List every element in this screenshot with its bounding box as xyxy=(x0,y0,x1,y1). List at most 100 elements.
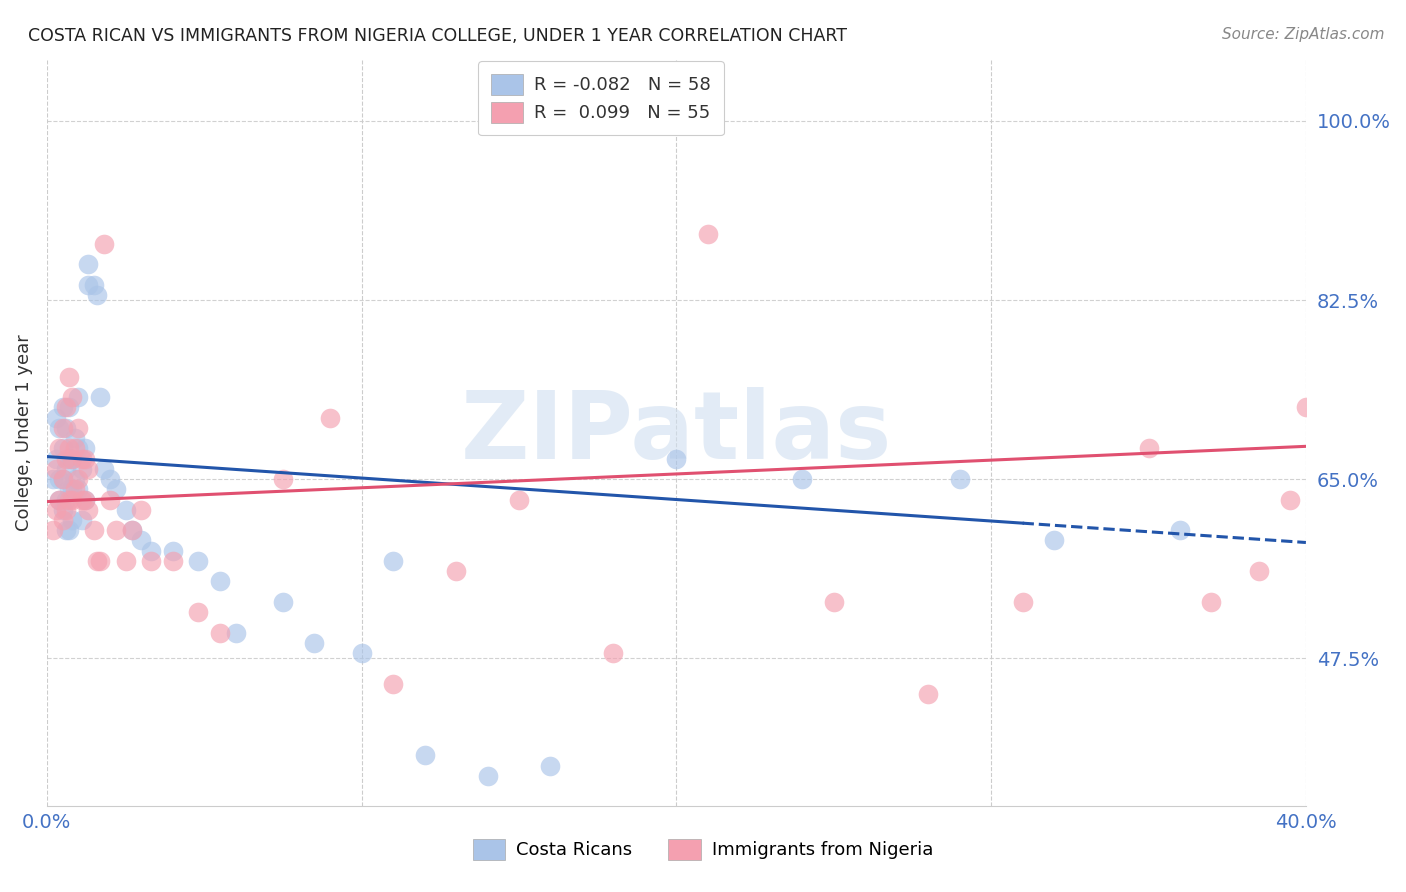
Point xyxy=(60,483,83,497)
Point xyxy=(413,748,436,763)
Point xyxy=(60,492,83,507)
Point xyxy=(271,595,294,609)
Point xyxy=(319,410,342,425)
Point xyxy=(665,451,688,466)
Point xyxy=(76,502,98,516)
Point xyxy=(58,401,80,415)
Point xyxy=(121,523,143,537)
Point xyxy=(917,687,939,701)
Point xyxy=(70,462,93,476)
Point xyxy=(67,472,90,486)
Point xyxy=(58,442,80,456)
Point xyxy=(508,492,530,507)
Point xyxy=(208,574,231,589)
Point xyxy=(540,758,562,772)
Point xyxy=(48,492,70,507)
Point xyxy=(350,646,373,660)
Point xyxy=(60,390,83,404)
Point xyxy=(162,554,184,568)
Point xyxy=(121,523,143,537)
Point xyxy=(48,442,70,456)
Point xyxy=(60,451,83,466)
Point xyxy=(83,277,105,292)
Point xyxy=(1137,442,1160,456)
Point xyxy=(48,472,70,486)
Point xyxy=(63,472,86,486)
Point xyxy=(86,554,108,568)
Point xyxy=(114,554,136,568)
Point xyxy=(131,533,153,548)
Point xyxy=(1201,595,1223,609)
Point xyxy=(52,502,75,516)
Point xyxy=(55,401,77,415)
Point xyxy=(823,595,845,609)
Point xyxy=(86,288,108,302)
Point xyxy=(60,513,83,527)
Text: Source: ZipAtlas.com: Source: ZipAtlas.com xyxy=(1222,27,1385,42)
Point xyxy=(52,472,75,486)
Point xyxy=(67,483,90,497)
Point xyxy=(139,543,162,558)
Point xyxy=(70,492,93,507)
Point xyxy=(1043,533,1066,548)
Point xyxy=(696,227,718,241)
Point xyxy=(792,472,814,486)
Y-axis label: College, Under 1 year: College, Under 1 year xyxy=(15,334,32,532)
Point xyxy=(271,472,294,486)
Point xyxy=(52,421,75,435)
Point xyxy=(1295,401,1317,415)
Point xyxy=(67,390,90,404)
Point xyxy=(187,605,209,619)
Point xyxy=(225,625,247,640)
Point xyxy=(76,462,98,476)
Point xyxy=(76,257,98,271)
Point xyxy=(48,492,70,507)
Point xyxy=(162,543,184,558)
Point xyxy=(63,431,86,445)
Point xyxy=(52,472,75,486)
Point xyxy=(602,646,624,660)
Point xyxy=(93,462,115,476)
Point xyxy=(52,513,75,527)
Point xyxy=(55,492,77,507)
Point xyxy=(45,462,67,476)
Point xyxy=(382,554,405,568)
Point xyxy=(382,676,405,690)
Point xyxy=(45,451,67,466)
Point xyxy=(58,523,80,537)
Point xyxy=(444,564,467,578)
Point xyxy=(48,421,70,435)
Point xyxy=(208,625,231,640)
Point xyxy=(131,502,153,516)
Point xyxy=(67,421,90,435)
Point xyxy=(114,502,136,516)
Point xyxy=(70,513,93,527)
Point xyxy=(55,502,77,516)
Point xyxy=(67,442,90,456)
Point xyxy=(45,502,67,516)
Point xyxy=(89,390,111,404)
Point xyxy=(58,492,80,507)
Point xyxy=(73,442,96,456)
Point xyxy=(105,523,128,537)
Point xyxy=(1279,492,1302,507)
Point xyxy=(83,523,105,537)
Point xyxy=(58,369,80,384)
Point xyxy=(139,554,162,568)
Point xyxy=(55,523,77,537)
Point xyxy=(60,451,83,466)
Point xyxy=(1168,523,1191,537)
Point xyxy=(52,442,75,456)
Text: ZIPatlas: ZIPatlas xyxy=(461,387,891,479)
Legend: Costa Ricans, Immigrants from Nigeria: Costa Ricans, Immigrants from Nigeria xyxy=(458,824,948,874)
Point xyxy=(58,483,80,497)
Point xyxy=(63,442,86,456)
Point xyxy=(105,483,128,497)
Point xyxy=(98,472,121,486)
Point xyxy=(1011,595,1033,609)
Point xyxy=(55,462,77,476)
Point xyxy=(76,277,98,292)
Point xyxy=(55,451,77,466)
Point xyxy=(45,410,67,425)
Point xyxy=(98,492,121,507)
